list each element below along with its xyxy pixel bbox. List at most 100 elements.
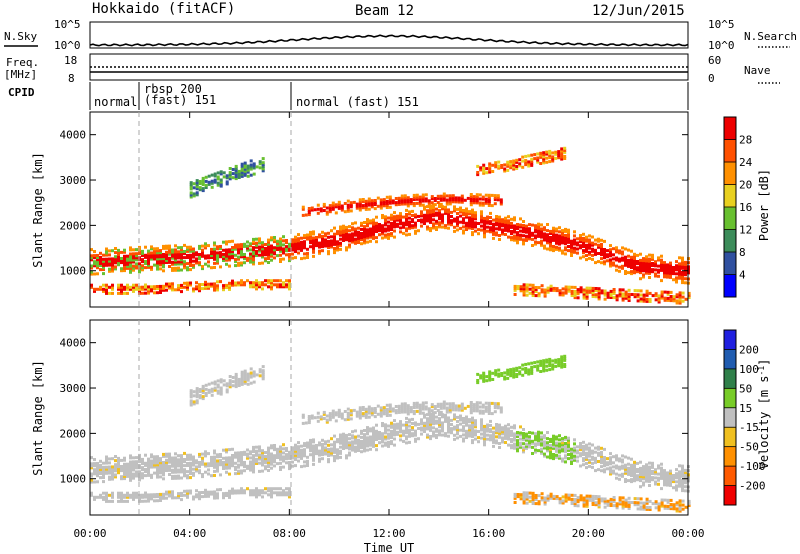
power-cell (240, 261, 243, 265)
velocity-cell (120, 491, 123, 495)
velocity-cell (657, 506, 661, 510)
velocity-cell (478, 405, 482, 409)
power-cell (554, 156, 558, 160)
velocity-cell (225, 494, 228, 497)
power-cell (312, 246, 315, 250)
power-cell (363, 229, 366, 233)
power-cell (192, 192, 196, 196)
velocity-cell (346, 413, 350, 417)
velocity-cell (360, 442, 363, 446)
power-cell (382, 204, 386, 208)
power-cell (537, 228, 540, 232)
power-cell (219, 251, 222, 255)
velocity-cell (379, 410, 383, 414)
velocity-cell (609, 458, 612, 462)
power-cell (660, 260, 663, 264)
velocity-cell (297, 451, 300, 455)
velocity-cell (624, 502, 628, 506)
power-cell (364, 203, 368, 207)
velocity-cell (456, 420, 459, 423)
power-cell (648, 298, 652, 301)
power-cell (471, 208, 474, 212)
velocity-cell (648, 465, 651, 469)
power-cell (494, 163, 498, 167)
power-cell (391, 201, 395, 205)
velocity-cell (639, 470, 642, 474)
power-cell (207, 284, 210, 288)
power-cell (657, 274, 660, 278)
power-cell (484, 197, 488, 201)
velocity-cell (543, 496, 547, 500)
power-cell (198, 182, 202, 185)
velocity-cell (451, 408, 455, 412)
velocity-cell (678, 499, 682, 503)
power-cell (267, 248, 270, 252)
velocity-cell (447, 434, 450, 438)
power-cell (180, 262, 183, 266)
velocity-cell (114, 467, 117, 471)
power-cell (563, 155, 567, 158)
velocity-cell (381, 436, 384, 440)
power-cell (234, 166, 238, 170)
velocity-cell (681, 478, 684, 482)
power-cell (510, 230, 513, 233)
power-cell (90, 264, 93, 268)
velocity-cell (367, 407, 371, 411)
power-cell (363, 233, 366, 237)
velocity-cell (468, 426, 471, 430)
power-cell (624, 290, 628, 294)
power-cell (345, 225, 348, 229)
velocity-cell (603, 447, 606, 451)
power-cell (516, 231, 519, 235)
power-cell (228, 254, 231, 258)
velocity-cell (192, 495, 195, 499)
velocity-cell (249, 452, 252, 456)
power-cell (489, 222, 492, 226)
power-cell (540, 233, 543, 237)
power-cell (201, 287, 204, 291)
velocity-cell (213, 451, 216, 455)
velocity-cell (129, 495, 132, 499)
velocity-cell (300, 465, 303, 469)
power-cell (606, 295, 610, 299)
velocity-cell (678, 474, 681, 478)
power-cell (480, 214, 483, 218)
power-cell (312, 238, 315, 242)
velocity-cell (144, 493, 147, 497)
power-cell (231, 176, 235, 180)
power-cell (481, 195, 485, 199)
power-cell (524, 159, 528, 162)
power-cell (675, 301, 679, 305)
power-cell (633, 265, 636, 269)
power-cell (522, 226, 525, 230)
velocity-cell (476, 381, 480, 385)
velocity-cell (522, 446, 525, 450)
velocity-cell (585, 445, 588, 449)
power-cell (132, 283, 135, 287)
velocity-cell (99, 465, 102, 469)
velocity-cell (609, 462, 612, 466)
power-cell (507, 235, 510, 239)
power-cell (261, 261, 264, 265)
power-cell (159, 263, 162, 267)
velocity-cell (501, 440, 504, 444)
power-cell (102, 263, 105, 267)
velocity-cell (331, 413, 335, 417)
velocity-cell (147, 469, 150, 473)
velocity-cell (252, 468, 255, 472)
velocity-cell (645, 499, 649, 503)
power-cell (102, 268, 105, 271)
velocity-cell (328, 414, 332, 418)
velocity-cell (201, 384, 205, 388)
power-cell (600, 253, 603, 257)
power-cell (385, 206, 389, 209)
velocity-cell (525, 444, 528, 448)
power-cell (612, 288, 616, 291)
velocity-cell (489, 419, 492, 423)
velocity-cell (555, 447, 558, 451)
power-cell (261, 157, 265, 161)
power-cell (174, 252, 177, 256)
velocity-cell (240, 372, 244, 376)
velocity-cell (432, 430, 435, 434)
velocity-cell (390, 442, 393, 446)
